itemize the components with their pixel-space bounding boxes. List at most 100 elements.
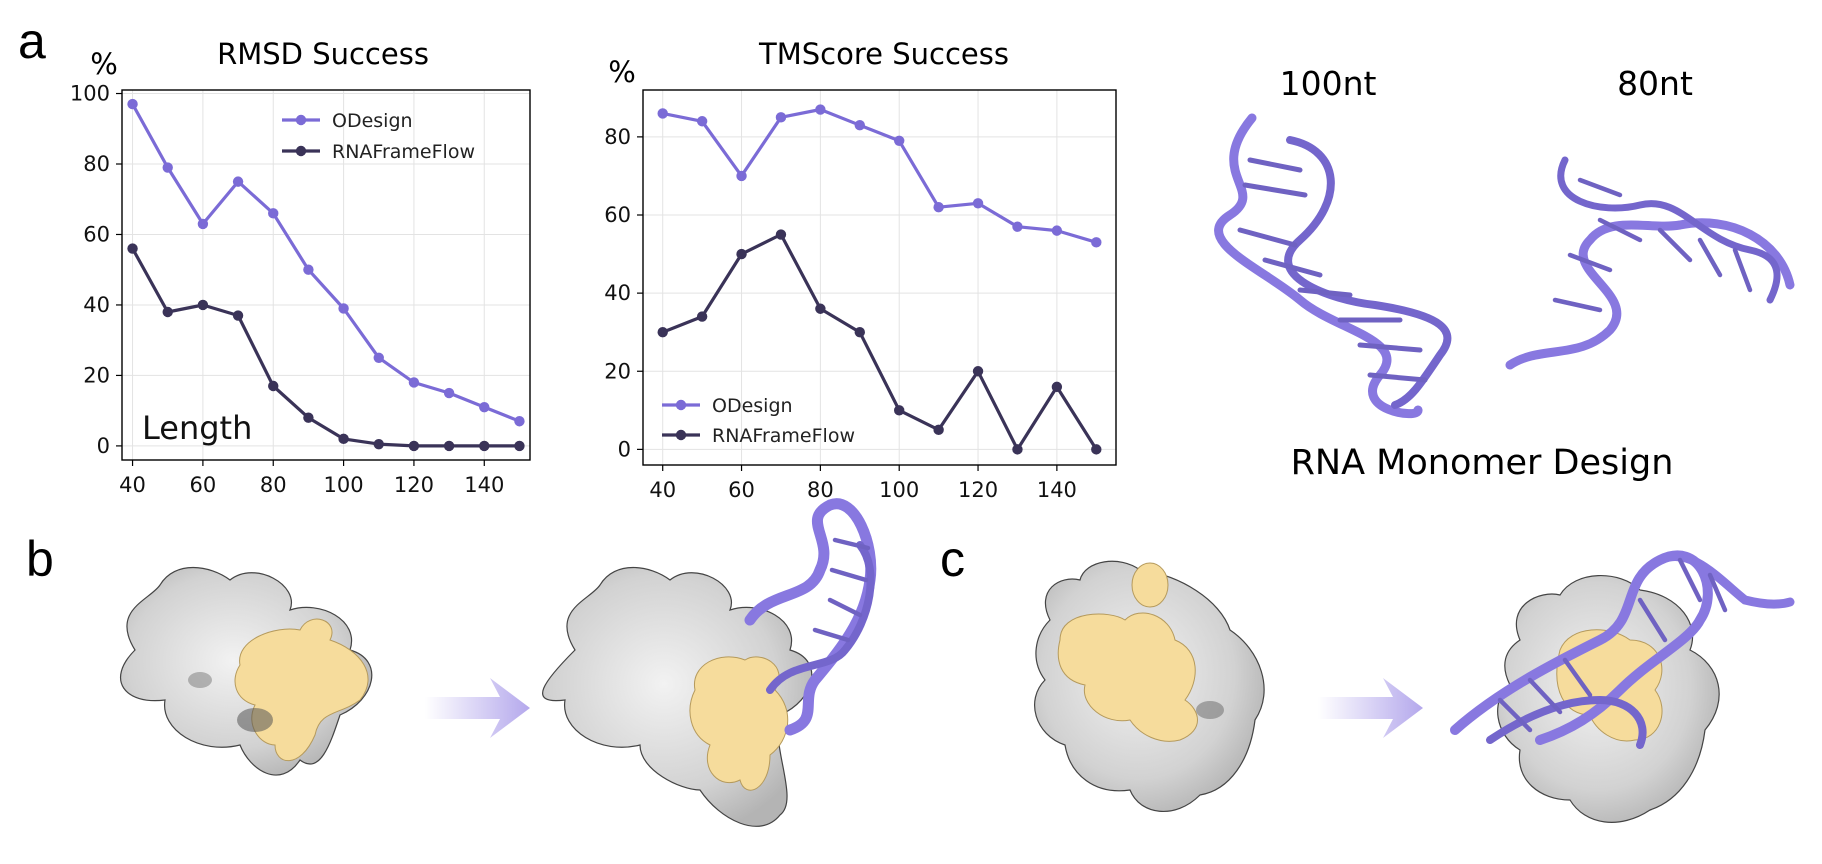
data-point-rnaframeflow bbox=[338, 433, 349, 445]
data-point-odesign bbox=[232, 176, 244, 187]
arrow-c-icon bbox=[1318, 678, 1423, 738]
data-point-odesign bbox=[197, 218, 209, 230]
data-point-rnaframeflow bbox=[657, 326, 668, 338]
panel-c-illustration bbox=[1034, 550, 1795, 823]
data-point-rnaframeflow bbox=[1051, 381, 1063, 393]
data-point-odesign bbox=[479, 401, 490, 413]
plot-frame bbox=[642, 89, 1117, 466]
series-line-odesign bbox=[131, 103, 520, 423]
data-point-rnaframeflow bbox=[854, 326, 865, 338]
legend-swatch-marker bbox=[675, 429, 687, 441]
series-points bbox=[657, 104, 1102, 455]
data-point-rnaframeflow bbox=[373, 438, 384, 450]
x-tick-label: 100 bbox=[324, 473, 364, 497]
rna-100nt-label: 100nt bbox=[1280, 64, 1377, 103]
data-point-odesign bbox=[854, 119, 865, 131]
x-tick-label: 60 bbox=[728, 478, 755, 502]
data-point-odesign bbox=[443, 387, 455, 399]
tmscore-success-chart: TMScore Success % 40 60 80 100 120 140 0 20 40 60… bbox=[604, 37, 1117, 502]
data-point-odesign bbox=[1051, 225, 1063, 236]
protein-rna-complex-c bbox=[1450, 550, 1795, 823]
data-point-odesign bbox=[127, 98, 138, 110]
data-point-rnaframeflow bbox=[197, 299, 209, 311]
panel-label-a: a bbox=[18, 13, 46, 69]
x-tick-label: 140 bbox=[1037, 478, 1077, 502]
y-tick-label: 0 bbox=[97, 434, 110, 458]
data-point-odesign bbox=[268, 208, 279, 219]
rmsd-success-chart: RMSD Success % 40 60 80 100 120 140 0 20 40 60 80 1… bbox=[70, 37, 531, 497]
data-point-rnaframeflow bbox=[894, 405, 905, 416]
legend-swatch-marker bbox=[675, 399, 687, 411]
data-point-rnaframeflow bbox=[514, 440, 525, 452]
series-line-odesign bbox=[662, 107, 1097, 244]
x-tick-label: 120 bbox=[958, 478, 998, 502]
data-point-rnaframeflow bbox=[775, 229, 787, 240]
chart-title: RMSD Success bbox=[217, 37, 429, 71]
y-axis-label: % bbox=[90, 47, 118, 81]
plot-frame bbox=[121, 89, 531, 461]
panel-label-b: b bbox=[26, 531, 54, 587]
y-tick-label: 20 bbox=[604, 359, 631, 383]
data-point-odesign bbox=[933, 201, 944, 213]
data-point-odesign bbox=[1091, 237, 1102, 248]
y-axis-label: % bbox=[608, 55, 636, 89]
data-point-odesign bbox=[657, 108, 668, 119]
grid-lines bbox=[643, 90, 1116, 465]
data-point-odesign bbox=[696, 116, 708, 127]
y-tick-label: 80 bbox=[604, 125, 631, 149]
axis-ticks: 40 60 80 100 120 140 0 20 40 60 80 100 bbox=[70, 82, 504, 497]
y-tick-label: 0 bbox=[618, 437, 631, 461]
data-point-rnaframeflow bbox=[933, 424, 944, 436]
rna-80nt-structure bbox=[1505, 156, 1795, 370]
data-point-odesign bbox=[972, 198, 984, 209]
y-tick-label: 40 bbox=[83, 293, 110, 317]
data-point-rnaframeflow bbox=[1091, 444, 1102, 455]
data-point-rnaframeflow bbox=[408, 440, 420, 452]
y-tick-label: 60 bbox=[83, 222, 110, 246]
data-point-rnaframeflow bbox=[303, 412, 314, 423]
legend-swatch-marker bbox=[295, 145, 307, 157]
x-tick-label: 140 bbox=[464, 473, 504, 497]
series-lines bbox=[662, 107, 1098, 451]
y-tick-label: 100 bbox=[70, 82, 110, 106]
data-point-odesign bbox=[303, 264, 314, 275]
chart-title: TMScore Success bbox=[758, 37, 1009, 71]
data-point-odesign bbox=[894, 135, 905, 146]
legend-label: RNAFrameFlow bbox=[712, 425, 855, 447]
rna-80nt-label: 80nt bbox=[1617, 64, 1693, 103]
rna-100nt-structure bbox=[1214, 113, 1452, 419]
protein-surface-c-before bbox=[1034, 560, 1265, 812]
data-point-rnaframeflow bbox=[162, 306, 173, 318]
legend-swatch-marker bbox=[295, 114, 307, 126]
x-tick-label: 40 bbox=[649, 478, 676, 502]
y-tick-label: 60 bbox=[604, 203, 631, 227]
data-point-odesign bbox=[1012, 221, 1023, 232]
y-tick-label: 20 bbox=[83, 363, 110, 387]
x-tick-label: 120 bbox=[394, 473, 434, 497]
legend: ODesign RNAFrameFlow bbox=[282, 110, 475, 163]
x-tick-label: 80 bbox=[807, 478, 834, 502]
data-point-odesign bbox=[514, 416, 525, 427]
x-axis-annotation: Length bbox=[142, 409, 252, 447]
protein-surface-b-before bbox=[120, 566, 373, 776]
grid-lines bbox=[122, 90, 530, 460]
series-points bbox=[127, 98, 525, 452]
y-tick-label: 80 bbox=[83, 152, 110, 176]
data-point-rnaframeflow bbox=[232, 310, 244, 321]
y-tick-label: 40 bbox=[604, 281, 631, 305]
data-point-odesign bbox=[338, 303, 349, 314]
panel-label-c: c bbox=[940, 531, 965, 587]
data-point-rnaframeflow bbox=[443, 440, 455, 452]
data-point-odesign bbox=[162, 162, 173, 173]
data-point-odesign bbox=[815, 104, 826, 115]
rna-monomer-caption: RNA Monomer Design bbox=[1291, 443, 1674, 483]
legend-label: RNAFrameFlow bbox=[332, 141, 475, 163]
series-lines bbox=[131, 103, 520, 448]
data-point-rnaframeflow bbox=[479, 440, 490, 452]
data-point-rnaframeflow bbox=[736, 248, 747, 260]
data-point-odesign bbox=[373, 352, 384, 364]
legend-label: ODesign bbox=[712, 395, 793, 417]
data-point-rnaframeflow bbox=[815, 303, 826, 314]
series-line-rnaframeflow bbox=[131, 247, 520, 448]
